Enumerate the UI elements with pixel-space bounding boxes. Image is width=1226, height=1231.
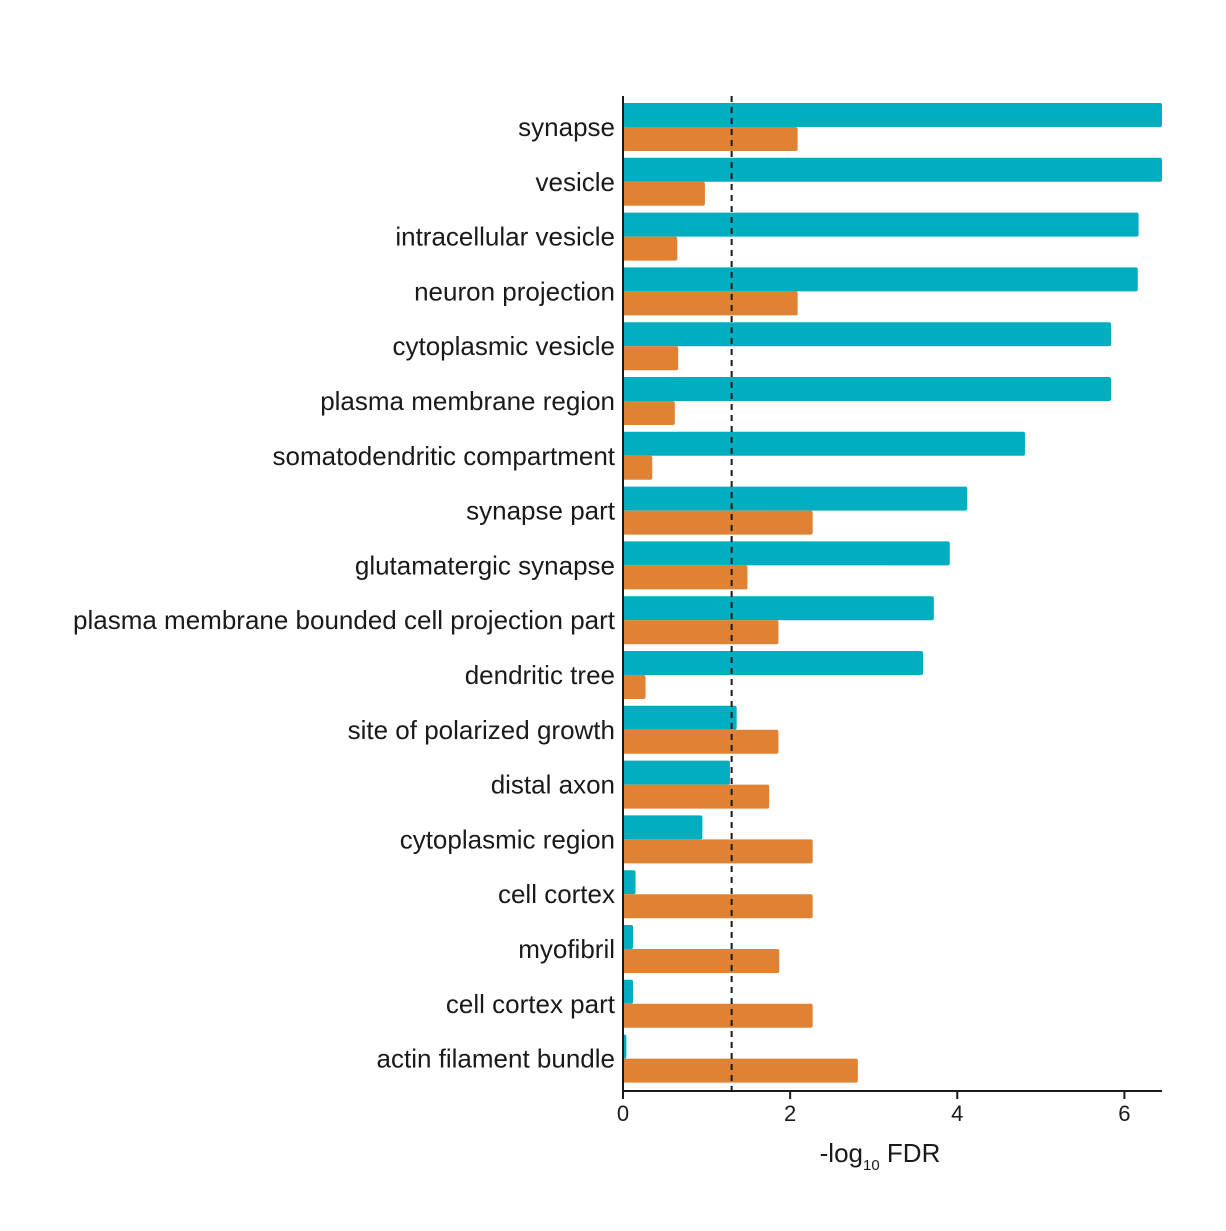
- x-tick-label: 0: [617, 1101, 629, 1126]
- category-label: neuron projection: [414, 276, 615, 306]
- category-label: synapse: [518, 112, 615, 142]
- category-label: cytoplasmic vesicle: [392, 331, 615, 361]
- bar-series-1-10: [623, 651, 924, 675]
- x-axis-ticks: 0 2 4 6: [617, 1091, 1131, 1126]
- bar-series-1-0: [623, 103, 1162, 127]
- category-label: dendritic tree: [465, 660, 615, 690]
- category-label: site of polarized growth: [348, 715, 615, 745]
- bar-series-1-13: [623, 815, 703, 840]
- bar-series-2-16: [623, 1003, 813, 1028]
- bar-series-2-2: [623, 236, 678, 261]
- bar-series-1-2: [623, 212, 1139, 237]
- category-label: intracellular vesicle: [395, 222, 615, 252]
- category-label: glutamatergic synapse: [355, 550, 615, 580]
- bar-series-2-10: [623, 675, 646, 699]
- bar-series-1-5: [623, 377, 1112, 401]
- bar-series-1-11: [623, 705, 737, 730]
- bar-series-1-7: [623, 486, 968, 511]
- bar-series-1-12: [623, 760, 730, 785]
- x-axis-title: -log10 FDR: [820, 1138, 941, 1174]
- bar-series-2-11: [623, 729, 779, 754]
- x-axis-title-suffix: FDR: [880, 1138, 941, 1168]
- category-label: cell cortex: [498, 879, 615, 909]
- bar-series-1-3: [623, 267, 1138, 292]
- bar-series-2-9: [623, 620, 779, 645]
- category-label: plasma membrane region: [320, 386, 615, 416]
- bars-group: [623, 103, 1162, 1083]
- bar-series-1-8: [623, 541, 950, 566]
- bar-series-2-17: [623, 1058, 858, 1083]
- bar-series-1-16: [623, 979, 634, 1004]
- bar-series-1-1: [623, 157, 1162, 182]
- bar-series-2-6: [623, 455, 653, 480]
- category-label: vesicle: [536, 167, 615, 197]
- bar-series-2-1: [623, 181, 705, 206]
- bar-series-1-14: [623, 870, 636, 895]
- bar-series-2-7: [623, 510, 813, 535]
- bar-series-2-4: [623, 346, 679, 371]
- x-tick-label: 2: [784, 1101, 796, 1126]
- x-axis-title-subscript: 10: [863, 1157, 880, 1174]
- bar-series-1-9: [623, 596, 934, 621]
- category-label: distal axon: [491, 770, 615, 800]
- category-label: somatodendritic compartment: [273, 441, 616, 471]
- bar-series-2-0: [623, 127, 798, 151]
- category-label: synapse part: [466, 496, 616, 526]
- bar-series-2-13: [623, 839, 813, 864]
- category-label: plasma membrane bounded cell projection …: [73, 605, 616, 635]
- bar-series-2-3: [623, 291, 798, 316]
- category-label: cell cortex part: [446, 989, 616, 1019]
- x-tick-label: 6: [1118, 1101, 1130, 1126]
- bar-series-2-5: [623, 401, 675, 425]
- x-tick-label: 4: [951, 1101, 963, 1126]
- bar-series-2-14: [623, 894, 813, 919]
- bar-series-1-4: [623, 322, 1112, 347]
- category-label: myofibril: [518, 934, 615, 964]
- category-labels: synapse vesicle intracellular vesicle neuro…: [73, 112, 616, 1074]
- bar-series-2-12: [623, 784, 770, 809]
- category-label: actin filament bundle: [377, 1044, 615, 1074]
- bar-series-2-8: [623, 565, 748, 590]
- bar-series-1-6: [623, 431, 1025, 456]
- category-label: cytoplasmic region: [400, 824, 615, 854]
- bar-series-1-15: [623, 925, 634, 949]
- bar-series-2-15: [623, 949, 780, 973]
- x-axis-title-prefix: -log: [820, 1138, 863, 1168]
